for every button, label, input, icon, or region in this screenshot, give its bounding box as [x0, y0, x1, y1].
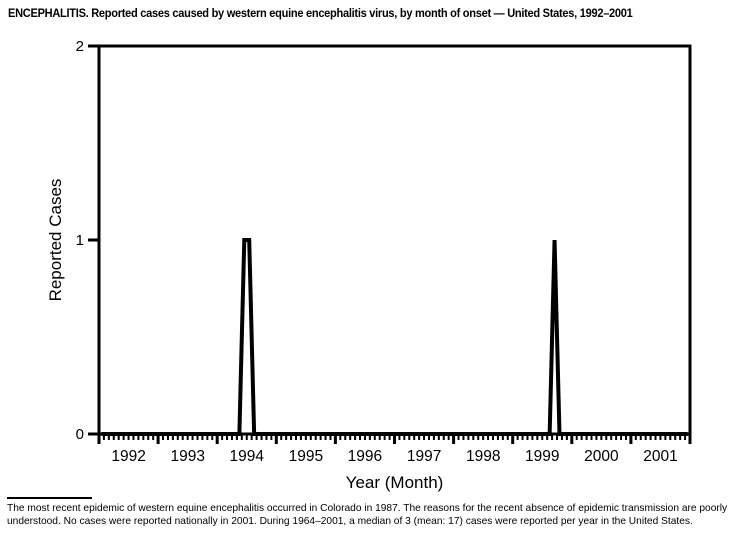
series-line	[101, 238, 688, 436]
chart-svg: 0 1 2 1992 1993 1994 1995 1996 1997 1998 1999 2000 2…	[46, 38, 692, 492]
x-axis-year-label: 1995	[289, 448, 323, 465]
x-axis-year-label: 1993	[170, 448, 204, 465]
x-axis-year-label: 1996	[348, 448, 382, 465]
x-axis-year-label: 2001	[643, 448, 677, 465]
plot-frame	[97, 44, 692, 436]
x-axis-year-label: 1994	[230, 448, 265, 465]
y-axis-tick-label: 0	[76, 426, 84, 443]
x-axis-title: Year (Month)	[346, 473, 444, 492]
x-axis-year-label: 1998	[466, 448, 500, 465]
chart-canvas: 0 1 2 1992 1993 1994 1995 1996 1997 1998 1999 2000 2…	[46, 38, 692, 492]
y-axis-title: Reported Cases	[46, 179, 65, 302]
y-axis-tick-label: 2	[76, 38, 84, 55]
x-axis-year-label: 1999	[525, 448, 559, 465]
x-axis-year-label: 1997	[407, 448, 441, 465]
x-axis-year-label: 2000	[584, 448, 619, 465]
x-axis-year-label: 1992	[111, 448, 145, 465]
chart-title: ENCEPHALITIS. Reported cases caused by w…	[8, 6, 633, 20]
footnote-rule	[7, 497, 92, 499]
y-axis-tick-label: 1	[76, 232, 84, 249]
footnote: The most recent epidemic of western equi…	[7, 503, 728, 527]
